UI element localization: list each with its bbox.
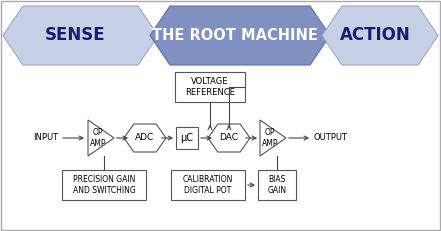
Text: PRECISION GAIN
AND SWITCHING: PRECISION GAIN AND SWITCHING	[73, 175, 135, 195]
Text: ACTION: ACTION	[340, 27, 411, 45]
Text: SENSE: SENSE	[45, 27, 106, 45]
Bar	[62, 170, 146, 200]
Text: OP
AMP: OP AMP	[262, 128, 278, 148]
Text: μC: μC	[180, 133, 194, 143]
Polygon shape	[260, 120, 286, 156]
Polygon shape	[124, 124, 166, 152]
Text: BIAS
GAIN: BIAS GAIN	[267, 175, 287, 195]
Bar	[176, 127, 198, 149]
Text: DAC: DAC	[220, 134, 239, 143]
Polygon shape	[88, 120, 114, 156]
Polygon shape	[150, 6, 330, 65]
Polygon shape	[3, 6, 158, 65]
Text: INPUT: INPUT	[33, 134, 58, 143]
Polygon shape	[322, 6, 438, 65]
Text: OP
AMP: OP AMP	[90, 128, 106, 148]
Text: CALIBRATION
DIGITAL POT: CALIBRATION DIGITAL POT	[183, 175, 233, 195]
Bar	[258, 170, 296, 200]
Polygon shape	[208, 124, 250, 152]
Bar	[171, 170, 245, 200]
Bar	[175, 72, 245, 102]
Text: OUTPUT: OUTPUT	[314, 134, 348, 143]
Text: VOLTAGE
REFERENCE: VOLTAGE REFERENCE	[185, 77, 235, 97]
Text: THE ROOT MACHINE: THE ROOT MACHINE	[152, 28, 318, 43]
Text: ADC: ADC	[135, 134, 155, 143]
